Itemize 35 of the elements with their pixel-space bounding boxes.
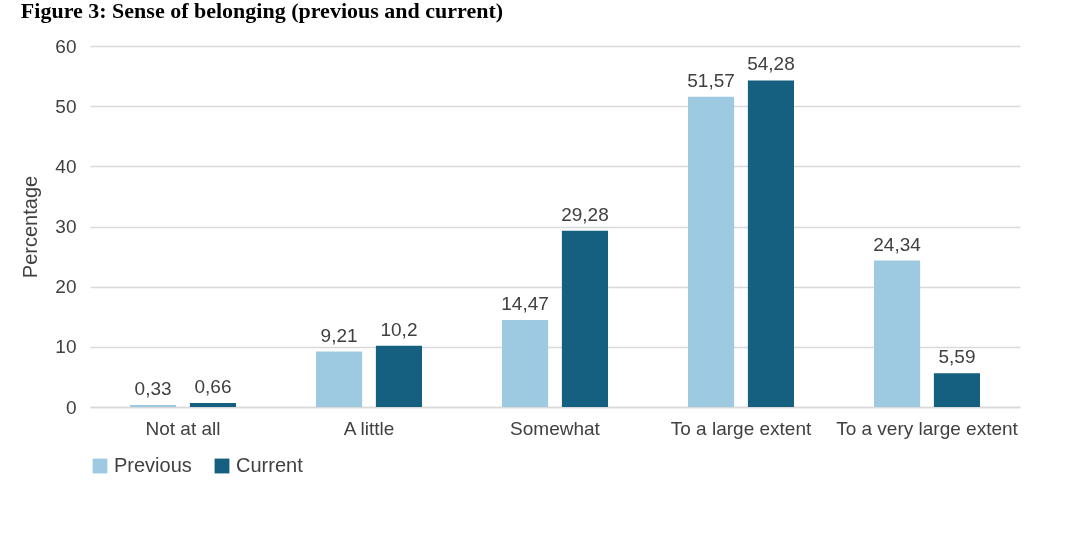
data-label: 51,57 [687,69,735,91]
bar [687,96,735,407]
y-tick-label: 10 [55,336,77,358]
data-label: 0,33 [134,378,172,400]
bar [747,80,795,407]
bar [315,351,363,407]
bar [933,373,981,407]
x-tick-label: Somewhat [510,417,601,439]
bar [189,403,237,407]
y-axis-title: Percentage [19,175,42,279]
data-label: 14,47 [501,292,549,314]
chart-title: Figure 3: Sense of belonging (previous and current) [20,0,504,23]
data-label: 0,66 [194,376,232,398]
bar [375,345,423,407]
x-tick-label: Not at all [145,417,221,439]
y-tick-label: 60 [55,35,77,57]
data-label: 29,28 [561,203,609,225]
data-label: 10,2 [380,318,418,340]
y-tick-label: 50 [55,95,77,117]
x-tick-label: A little [343,417,395,439]
y-tick-label: 40 [55,155,77,177]
data-label: 54,28 [747,53,795,75]
y-tick-label: 20 [55,276,77,298]
data-label: 5,59 [938,346,976,368]
legend-label: Current [236,454,304,476]
bar [501,319,549,407]
data-label: 9,21 [320,324,358,346]
bar [873,260,921,407]
y-tick-label: 0 [65,396,77,418]
x-tick-label: To a large extent [670,417,812,439]
legend-label: Previous [114,454,192,476]
data-label: 24,34 [873,233,922,255]
bar [561,230,609,407]
y-tick-label: 30 [55,216,77,237]
x-tick-label: To a very large extent [836,417,1019,439]
